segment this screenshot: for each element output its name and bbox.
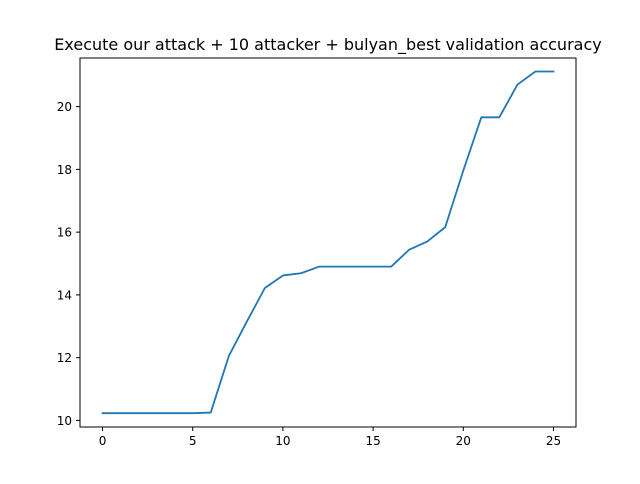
y-tick-label: 12 bbox=[57, 351, 72, 365]
x-tick-label: 20 bbox=[456, 434, 471, 448]
y-tick-label: 20 bbox=[57, 100, 72, 114]
x-tick-label: 15 bbox=[365, 434, 380, 448]
y-tick-label: 10 bbox=[57, 414, 72, 428]
x-tick-label: 0 bbox=[99, 434, 107, 448]
y-tick-label: 14 bbox=[57, 288, 72, 302]
x-tick-label: 10 bbox=[275, 434, 290, 448]
chart-title: Execute our attack + 10 attacker + bulya… bbox=[54, 35, 601, 55]
x-tick-label: 5 bbox=[189, 434, 197, 448]
y-tick-label: 16 bbox=[57, 226, 72, 240]
y-tick-label: 18 bbox=[57, 163, 72, 177]
x-tick-label: 25 bbox=[546, 434, 561, 448]
